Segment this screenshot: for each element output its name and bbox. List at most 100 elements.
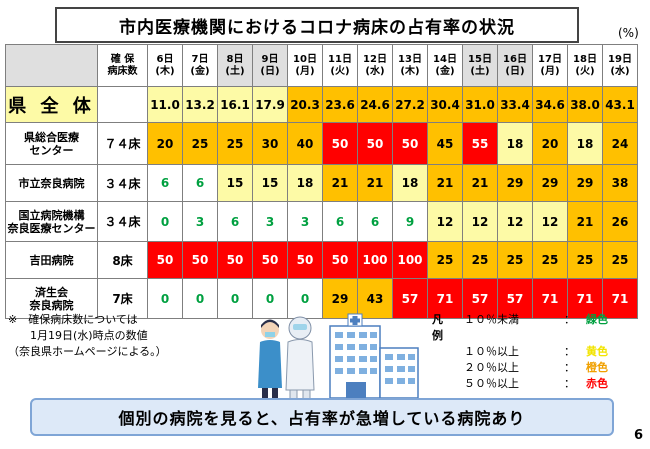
occupancy-cell: 38 xyxy=(602,164,638,202)
legend-range: ５０％以上 xyxy=(464,377,519,390)
footnote-line: ※ 確保病床数については xyxy=(8,313,138,326)
legend-title xyxy=(432,344,464,360)
date-header: 8日 (土) xyxy=(217,44,253,87)
date-day: 16日 xyxy=(503,53,527,65)
occupancy-cell: 71 xyxy=(602,278,638,319)
date-weekday: (木) xyxy=(400,65,420,77)
date-header: 10日 (月) xyxy=(287,44,323,87)
occupancy-cell: 50 xyxy=(357,122,393,165)
occupancy-cell: 29 xyxy=(567,164,603,202)
occupancy-cell: 20 xyxy=(147,122,183,165)
legend-color-name: 赤色 xyxy=(586,377,608,390)
header-row: 確 保病床数 6日 (木) 7日 (金) 8日 (土) 9日 (日) 10日 (月) 11日 (火) 12… xyxy=(5,44,638,87)
occupancy-cell: 21 xyxy=(357,164,393,202)
hospital-row: 市立奈良病院 ３４床 6 6 15 15 18 21 21 18 21 21 29 29 29 38 xyxy=(5,164,638,202)
occupancy-cell: 25 xyxy=(217,122,253,165)
legend-separator: ： xyxy=(564,377,575,390)
prefecture-label: 県 全 体 xyxy=(5,86,98,123)
hospital-name: 県総合医療 センター xyxy=(5,122,98,165)
occupancy-cell: 9 xyxy=(392,201,428,242)
occupancy-cell: 3 xyxy=(287,201,323,242)
date-day: 19日 xyxy=(608,53,632,65)
occupancy-cell: 100 xyxy=(392,241,428,279)
occupancy-cell: 34.6 xyxy=(532,86,568,123)
hospital-illustration xyxy=(258,313,419,401)
date-day: 12日 xyxy=(363,53,387,65)
occupancy-cell: 43 xyxy=(357,278,393,319)
legend-title xyxy=(432,360,464,376)
footnote-line: （奈良県ホームページによる。） xyxy=(8,345,167,358)
hospital-beds: ３４床 xyxy=(97,201,148,242)
occupancy-cell: 50 xyxy=(182,241,218,279)
occupancy-cell: 26 xyxy=(602,201,638,242)
date-weekday: (月) xyxy=(540,65,560,77)
date-day: 6日 xyxy=(156,53,174,65)
legend-row: １０％以上 ： 黄色 xyxy=(432,344,608,360)
prefecture-row: 県 全 体 11.0 13.2 16.1 17.9 20.3 23.6 24.6 27.2 30.… xyxy=(5,86,638,123)
occupancy-cell: 50 xyxy=(392,122,428,165)
occupancy-cell: 29 xyxy=(532,164,568,202)
date-weekday: (日) xyxy=(260,65,280,77)
hospital-beds: 7床 xyxy=(97,278,148,319)
hospital-beds: ７４床 xyxy=(97,122,148,165)
occupancy-table: 確 保病床数 6日 (木) 7日 (金) 8日 (土) 9日 (日) 10日 (月) 11日 (火) 12… xyxy=(5,44,638,319)
date-weekday: (金) xyxy=(435,65,455,77)
occupancy-cell: 50 xyxy=(217,241,253,279)
date-day: 8日 xyxy=(226,53,244,65)
legend-color-name: 黄色 xyxy=(586,345,608,358)
hospital-name: 国立病院機構 奈良医療センター xyxy=(5,201,98,242)
occupancy-cell: 71 xyxy=(567,278,603,319)
date-weekday: (土) xyxy=(470,65,490,77)
legend-row: ５０％以上 ： 赤色 xyxy=(432,376,608,392)
occupancy-cell: 50 xyxy=(252,241,288,279)
date-day: 13日 xyxy=(398,53,422,65)
occupancy-cell: 18 xyxy=(567,122,603,165)
occupancy-cell: 6 xyxy=(357,201,393,242)
date-weekday: (日) xyxy=(505,65,525,77)
header-blank-cell xyxy=(5,44,98,87)
occupancy-cell: 40 xyxy=(287,122,323,165)
occupancy-cell: 0 xyxy=(287,278,323,319)
date-day: 9日 xyxy=(261,53,279,65)
beds-column-header: 確 保病床数 xyxy=(97,44,148,87)
occupancy-cell: 21 xyxy=(322,164,358,202)
occupancy-cell: 71 xyxy=(427,278,463,319)
occupancy-cell: 50 xyxy=(287,241,323,279)
occupancy-cell: 18 xyxy=(497,122,533,165)
date-header: 16日 (日) xyxy=(497,44,533,87)
legend-range: １０％未満 xyxy=(464,313,519,326)
occupancy-cell: 21 xyxy=(462,164,498,202)
occupancy-cell: 25 xyxy=(532,241,568,279)
hospital-beds: ３４床 xyxy=(97,164,148,202)
occupancy-cell: 12 xyxy=(532,201,568,242)
legend-range: ２０％以上 xyxy=(464,361,519,374)
hospital-name: 済生会 奈良病院 xyxy=(5,278,98,319)
date-weekday: (金) xyxy=(190,65,210,77)
legend: 凡 例 １０％未満 ： 緑色 １０％以上 ： 黄色 ２０％以上 ： 橙色 ５０％以上 ： 赤色 xyxy=(432,312,608,392)
occupancy-cell: 25 xyxy=(497,241,533,279)
legend-separator: ： xyxy=(564,361,575,374)
occupancy-cell: 21 xyxy=(427,164,463,202)
date-header: 7日 (金) xyxy=(182,44,218,87)
legend-color-name: 橙色 xyxy=(586,361,608,374)
date-header: 6日 (木) xyxy=(147,44,183,87)
date-day: 7日 xyxy=(191,53,209,65)
unit-label: (%) xyxy=(618,26,639,40)
date-day: 11日 xyxy=(328,53,352,65)
occupancy-cell: 24 xyxy=(602,122,638,165)
occupancy-cell: 45 xyxy=(427,122,463,165)
occupancy-cell: 31.0 xyxy=(462,86,498,123)
footnote-line: 1月19日(水)時点の数値 xyxy=(8,329,148,342)
occupancy-cell: 38.0 xyxy=(567,86,603,123)
occupancy-cell: 30.4 xyxy=(427,86,463,123)
page-number: 6 xyxy=(634,428,644,443)
occupancy-cell: 25 xyxy=(567,241,603,279)
date-day: 15日 xyxy=(468,53,492,65)
date-weekday: (月) xyxy=(295,65,315,77)
occupancy-cell: 11.0 xyxy=(147,86,183,123)
date-weekday: (土) xyxy=(225,65,245,77)
nurse-icon xyxy=(258,319,282,400)
occupancy-cell: 6 xyxy=(182,164,218,202)
occupancy-cell: 6 xyxy=(147,164,183,202)
date-day: 18日 xyxy=(573,53,597,65)
